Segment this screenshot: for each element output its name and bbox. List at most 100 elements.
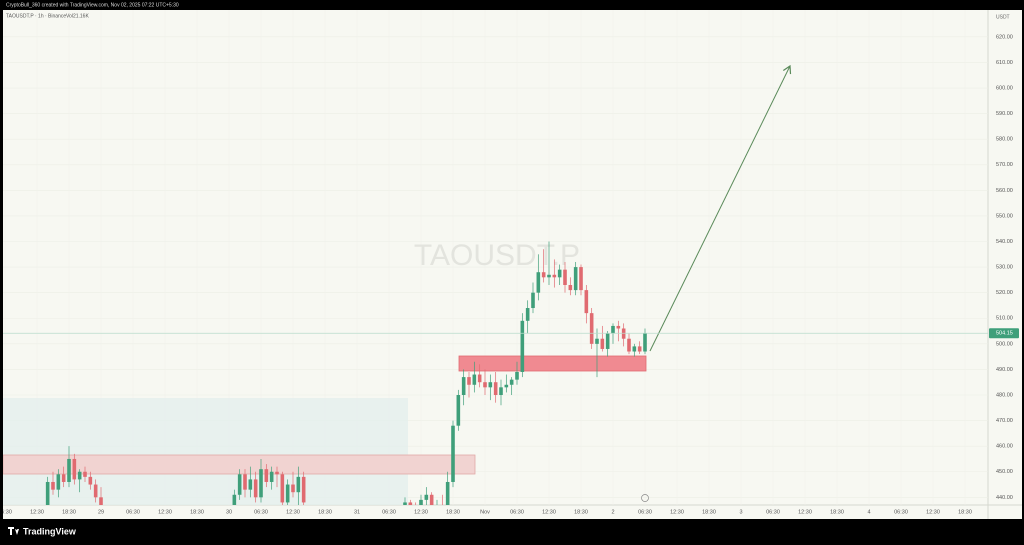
y-tick-label: 480.00	[996, 392, 1013, 398]
y-tick-label: 570.00	[996, 162, 1013, 168]
candle-body	[536, 272, 541, 293]
candle-body	[51, 481, 55, 490]
candle-body	[637, 346, 642, 352]
last-price-label: 504.15	[996, 331, 1013, 337]
legend-volume: Vol21.16K	[66, 13, 89, 19]
candle-body	[280, 474, 285, 503]
x-tick-label: 12:30	[414, 509, 428, 515]
brand-logo	[8, 527, 19, 535]
candle-body	[541, 272, 546, 278]
x-tick-label: 12:30	[926, 509, 940, 515]
candle-body	[296, 476, 301, 493]
candle-body	[467, 377, 471, 385]
y-tick-label: 500.00	[996, 341, 1013, 347]
projection-arrow	[649, 64, 792, 352]
candle-body	[579, 267, 583, 291]
x-tick-label: 31	[354, 509, 360, 515]
candle-body	[429, 494, 434, 505]
candle-body	[253, 479, 258, 498]
watermark: TAOUSDT.P	[414, 239, 580, 272]
x-tick-label: 18:30	[830, 509, 844, 515]
candle-body	[93, 484, 98, 498]
candle-body	[509, 379, 514, 385]
x-tick-label: 06:30	[510, 509, 524, 515]
candle-body	[568, 285, 573, 291]
x-tick-label: 18:30	[62, 509, 76, 515]
candle-body	[627, 338, 631, 352]
candle-body	[269, 471, 274, 482]
y-tick-label: 600.00	[996, 85, 1013, 91]
x-tick-label: 2	[611, 509, 614, 515]
last-price-badge	[989, 328, 1019, 339]
candle-body	[56, 474, 61, 490]
drawings	[3, 64, 792, 505]
x-tick-label: 18:30	[318, 509, 332, 515]
x-tick-label: 06:30	[638, 509, 652, 515]
y-tick-label: 530.00	[996, 265, 1013, 271]
x-tick-label: 06:30	[126, 509, 140, 515]
candle-body	[72, 458, 77, 480]
y-tick-label: 520.00	[996, 290, 1013, 296]
x-tick-label: 06:30	[0, 509, 12, 515]
candle-body	[472, 374, 477, 385]
replay-icon[interactable]	[641, 494, 649, 502]
candle-body	[621, 328, 626, 339]
time-axis: 06:30 12:30 18:30 29 06:30 12:30 18:30 30 06:30 1…	[0, 509, 972, 515]
candle-body	[531, 292, 535, 309]
candle-body	[67, 458, 71, 482]
x-tick-label: 18:30	[446, 509, 460, 515]
candle-body	[632, 346, 637, 352]
y-tick-label: 620.00	[996, 34, 1013, 40]
candle-body	[285, 484, 290, 503]
candle-body	[547, 274, 551, 278]
candle-body	[264, 469, 269, 482]
candle-body	[408, 502, 413, 505]
x-tick-label: 18:30	[574, 509, 588, 515]
y-tick-label: 450.00	[996, 469, 1013, 475]
y-tick-label: 510.00	[996, 316, 1013, 322]
candle-body	[595, 338, 599, 344]
candle-body	[477, 374, 482, 383]
candle-body	[419, 499, 423, 505]
x-tick-label: 3	[739, 509, 742, 515]
candle-body	[589, 313, 594, 344]
y-tick-label: 540.00	[996, 239, 1013, 245]
candle-body	[525, 308, 530, 321]
x-tick-label: 12:30	[30, 509, 44, 515]
candle-body	[45, 481, 50, 505]
candle-body	[232, 494, 237, 505]
candle-body	[483, 382, 487, 388]
x-tick-label: 4	[867, 509, 870, 515]
candle-body	[424, 494, 429, 500]
candle-body	[451, 425, 455, 482]
candle-body	[504, 384, 509, 388]
y-tick-label: 550.00	[996, 213, 1013, 219]
price-unit: USDT	[996, 14, 1010, 20]
candle-body	[499, 387, 503, 395]
candle-body	[515, 371, 519, 380]
candles	[3, 241, 988, 505]
candle-body	[301, 476, 306, 503]
price-axis: 440.00 450.00 460.00 470.00 480.00 490.00 500.…	[989, 34, 1019, 501]
y-tick-label: 460.00	[996, 444, 1013, 450]
candle-body	[88, 476, 93, 485]
zone-box	[458, 355, 647, 372]
candle-body	[563, 269, 567, 285]
candle-body	[445, 481, 450, 505]
candle-body	[600, 338, 605, 349]
x-tick-label: 18:30	[702, 509, 716, 515]
zone-box	[3, 454, 476, 475]
y-tick-label: 470.00	[996, 418, 1013, 424]
x-tick-label: 06:30	[894, 509, 908, 515]
candle-body	[611, 325, 615, 334]
candle-body	[643, 333, 647, 352]
candle-body	[259, 469, 263, 498]
candle-body	[83, 471, 87, 477]
x-tick-label: 30	[226, 509, 232, 515]
candle-body	[248, 479, 253, 490]
x-tick-label: 12:30	[798, 509, 812, 515]
candle-body	[584, 290, 589, 314]
candle-body	[520, 320, 525, 372]
x-tick-label: 06:30	[766, 509, 780, 515]
